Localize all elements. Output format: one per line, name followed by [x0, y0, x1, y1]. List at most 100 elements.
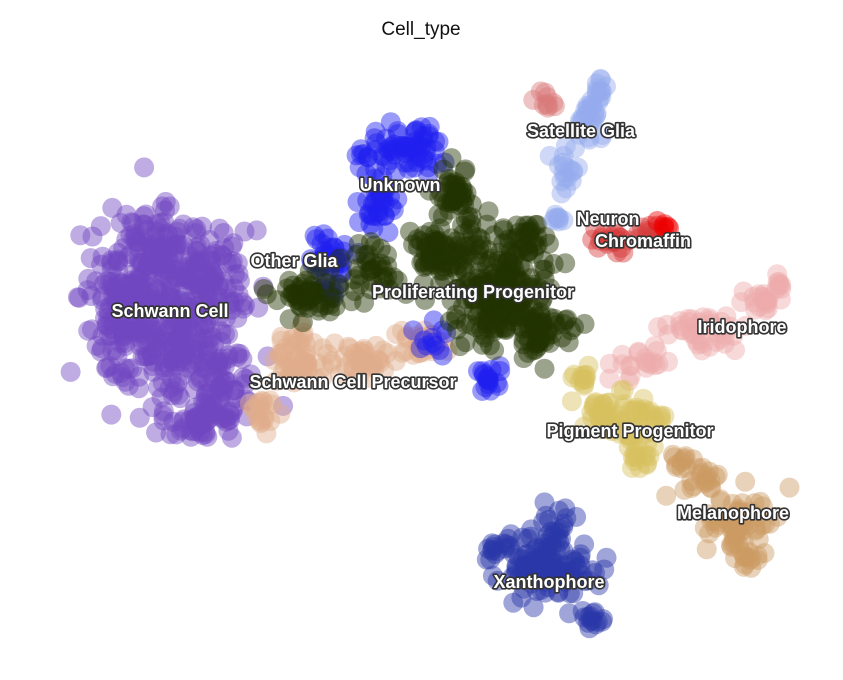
data-point	[291, 315, 312, 336]
data-point	[475, 275, 496, 296]
data-point	[157, 331, 178, 352]
data-point	[217, 278, 237, 299]
data-point	[366, 335, 387, 356]
data-point	[520, 526, 541, 547]
data-point	[418, 123, 439, 144]
data-point	[314, 241, 335, 262]
data-point	[297, 359, 318, 380]
data-point	[314, 248, 334, 269]
data-point	[210, 368, 231, 389]
data-point	[585, 563, 605, 583]
data-point	[456, 183, 477, 204]
data-point	[704, 316, 725, 337]
data-point	[478, 307, 499, 328]
data-point	[301, 249, 321, 270]
data-point	[250, 396, 271, 417]
data-point	[609, 405, 630, 426]
data-point	[542, 324, 562, 345]
data-point	[123, 213, 144, 234]
data-point	[107, 294, 128, 315]
data-point	[490, 290, 511, 311]
data-point	[483, 318, 504, 339]
data-point	[194, 293, 215, 314]
data-point	[154, 259, 175, 280]
data-point	[224, 379, 245, 400]
data-point	[510, 279, 531, 300]
data-point	[358, 367, 379, 388]
data-point	[127, 300, 148, 321]
data-point	[236, 406, 257, 427]
data-point	[478, 250, 499, 271]
data-point	[554, 167, 575, 188]
data-point	[208, 352, 229, 373]
data-point	[129, 407, 150, 428]
data-point	[169, 218, 190, 239]
data-point	[476, 368, 497, 389]
data-point	[143, 361, 164, 382]
data-point	[722, 516, 743, 537]
data-point	[488, 317, 509, 338]
data-point	[180, 297, 201, 318]
data-point	[651, 221, 672, 242]
data-point	[116, 319, 137, 340]
data-point	[609, 227, 630, 248]
data-point	[243, 398, 264, 419]
data-point	[754, 543, 775, 564]
data-point	[707, 464, 728, 485]
data-point	[160, 235, 181, 256]
data-point	[441, 148, 462, 169]
data-point	[477, 369, 498, 390]
data-point	[176, 291, 197, 312]
data-point	[198, 287, 219, 308]
data-point	[172, 351, 193, 372]
data-point	[171, 318, 192, 339]
data-point	[284, 372, 305, 393]
data-point	[512, 289, 533, 310]
data-point	[589, 408, 610, 429]
data-point	[372, 183, 392, 204]
data-point	[356, 251, 377, 272]
data-point	[165, 266, 186, 287]
data-point	[666, 454, 687, 475]
data-point	[293, 326, 314, 347]
data-point	[312, 338, 333, 359]
data-point	[297, 281, 318, 302]
data-point	[512, 287, 533, 307]
data-point	[741, 548, 762, 569]
data-point	[180, 246, 201, 267]
data-point	[446, 304, 467, 325]
data-point	[628, 417, 648, 438]
data-point	[648, 226, 669, 247]
data-point	[495, 262, 516, 283]
data-point	[260, 390, 281, 411]
data-point	[124, 311, 145, 332]
data-point	[493, 533, 514, 554]
data-point	[487, 304, 508, 324]
data-point	[517, 221, 538, 242]
data-point	[424, 229, 445, 250]
data-point	[344, 343, 365, 364]
data-point	[198, 266, 219, 287]
data-point	[281, 367, 302, 388]
data-point	[348, 265, 369, 286]
data-point	[520, 268, 541, 289]
data-point	[205, 299, 226, 320]
data-point	[695, 468, 716, 489]
data-point	[194, 412, 215, 433]
data-point	[651, 411, 671, 432]
data-point	[720, 535, 741, 556]
data-point	[480, 380, 501, 401]
data-point	[716, 306, 737, 327]
data-point	[529, 330, 550, 351]
data-point	[530, 306, 551, 327]
data-point	[731, 502, 752, 523]
data-point	[574, 534, 595, 555]
data-point	[396, 283, 416, 304]
data-point	[597, 233, 618, 254]
data-point	[185, 421, 206, 441]
data-point	[392, 320, 412, 341]
data-point	[557, 168, 578, 188]
data-point	[731, 517, 752, 537]
data-point	[315, 295, 336, 316]
data-point	[426, 236, 447, 257]
